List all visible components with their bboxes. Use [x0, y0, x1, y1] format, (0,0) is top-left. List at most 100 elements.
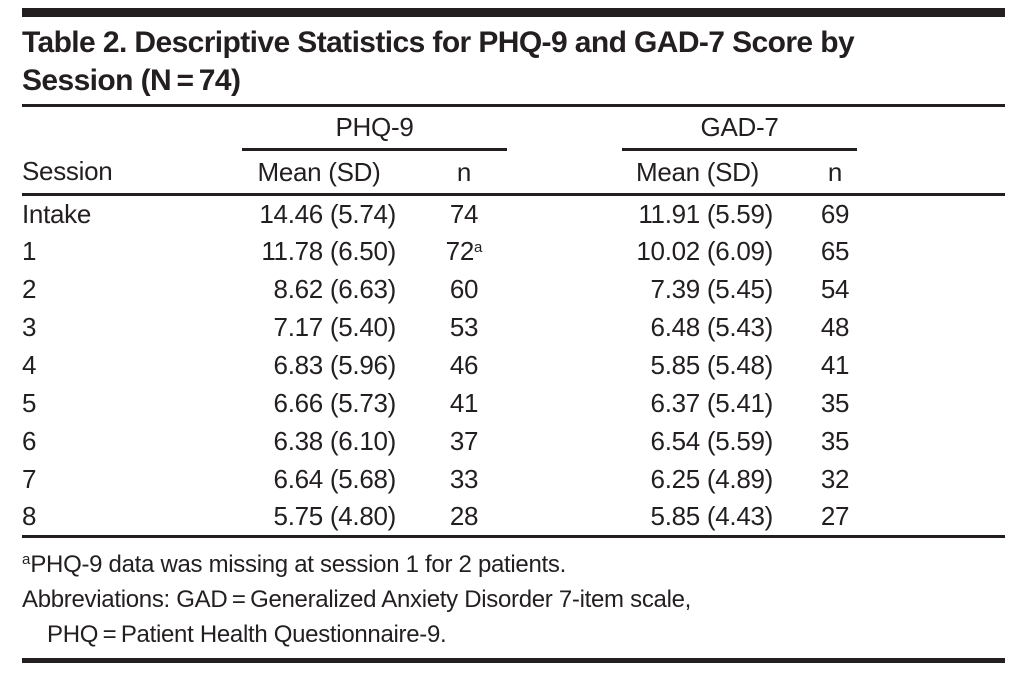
session-column-header: Session: [22, 149, 242, 196]
table-title-line1: Table 2. Descriptive Statistics for PHQ-…: [22, 26, 855, 59]
spacer-cell: [857, 233, 1005, 271]
phq-n-cell: 60: [449, 274, 479, 304]
gad-mean-sd-cell: 10.02 (6.09): [636, 236, 773, 266]
table-title-line2: Session (N = 74): [22, 64, 241, 97]
descriptive-statistics-table: PHQ-9 GAD-7 Session Mean (SD) n Mean (SD…: [22, 104, 1005, 538]
session-cell: 2: [22, 274, 37, 304]
gad-n-cell: 27: [820, 501, 850, 532]
spacer-cell: [507, 499, 622, 537]
footnote-a: aPHQ-9 data was missing at session 1 for…: [22, 547, 1005, 582]
session-cell: 5: [22, 388, 37, 418]
phq-n-cell: 41: [449, 388, 479, 418]
phq-n-cell: 46: [449, 350, 479, 380]
spacer-cell: [857, 195, 1005, 233]
footnote-abbreviations-line1: Abbreviations: GAD = Generalized Anxiety…: [22, 586, 692, 613]
table-row: 5 6.66 (5.73) 41 6.37 (5.41) 35: [22, 385, 1005, 423]
gad-mean-sd-cell: 6.54 (5.59): [650, 426, 774, 456]
gad-mean-sd-cell: 5.85 (4.43): [650, 501, 774, 532]
phq-mean-sd-cell: 11.78 (6.50): [261, 236, 396, 266]
phq-n-cell: 74: [449, 198, 479, 229]
spacer-cell: [507, 271, 622, 309]
table-row: 1 11.78 (6.50) 72a 10.02 (6.09) 65: [22, 233, 1005, 271]
spacer-cell: [507, 106, 622, 150]
phq-mean-sd-cell: 7.17 (5.40): [273, 312, 397, 342]
table-row: 4 6.83 (5.96) 46 5.85 (5.48) 41: [22, 347, 1005, 385]
session-cell: 4: [22, 350, 37, 380]
gad-mean-sd-cell: 6.37 (5.41): [650, 388, 774, 418]
table-row: 2 8.62 (6.63) 60 7.39 (5.45) 54: [22, 271, 1005, 309]
phq-n-cell: 33: [449, 464, 479, 494]
gad-mean-sd-cell: 6.25 (4.89): [650, 464, 774, 494]
gad-mean-sd-column-header: Mean (SD): [622, 149, 787, 196]
spacer-cell: [507, 347, 622, 385]
table-row: 8 5.75 (4.80) 28 5.85 (4.43) 27: [22, 499, 1005, 537]
gad-n-column-header: n: [787, 149, 857, 196]
gad-n-cell: 54: [820, 274, 850, 304]
spacer-cell: [507, 195, 622, 233]
spacer-cell: [857, 347, 1005, 385]
table-title: Table 2. Descriptive Statistics for PHQ-…: [22, 24, 1005, 100]
phq-n-column-header: n: [412, 149, 507, 196]
footnote-abbreviations-line2: PHQ = Patient Health Questionnaire-9.: [47, 621, 447, 648]
table-row: 6 6.38 (6.10) 37 6.54 (5.59) 35: [22, 423, 1005, 461]
gad-mean-sd-cell: 7.39 (5.45): [650, 274, 774, 304]
footnotes: aPHQ-9 data was missing at session 1 for…: [22, 547, 1005, 652]
gad-n-cell: 69: [820, 198, 850, 229]
column-header-row: Session Mean (SD) n Mean (SD) n: [22, 149, 1005, 196]
table-figure: Table 2. Descriptive Statistics for PHQ-…: [22, 8, 1005, 663]
session-cell: 6: [22, 426, 37, 456]
phq-mean-sd-cell: 6.38 (6.10): [273, 426, 397, 456]
spacer-cell: [857, 149, 1005, 196]
gad-n-cell: 65: [820, 236, 850, 266]
gad-n-cell: 41: [820, 350, 850, 380]
phq-mean-sd-cell: 6.66 (5.73): [273, 388, 397, 418]
footnote-a-text: PHQ-9 data was missing at session 1 for …: [30, 551, 566, 578]
group-header-row: PHQ-9 GAD-7: [22, 105, 1005, 151]
phq-mean-sd-cell: 8.62 (6.63): [273, 274, 397, 304]
phq-n-cell: 53: [449, 312, 479, 342]
spacer-cell: [507, 461, 622, 499]
spacer-cell: [857, 106, 1005, 150]
spacer-cell: [507, 233, 622, 271]
session-cell: 3: [22, 312, 37, 342]
gad-mean-sd-cell: 6.48 (5.43): [650, 312, 774, 342]
spacer-cell: [857, 271, 1005, 309]
phq-mean-sd-column-header: Mean (SD): [242, 149, 412, 196]
spacer-cell: [507, 385, 622, 423]
spacer-cell: [857, 461, 1005, 499]
session-cell: 8: [22, 501, 37, 532]
spacer-cell: [507, 423, 622, 461]
phq-mean-sd-cell: 6.83 (5.96): [273, 350, 397, 380]
phq-mean-sd-cell: 5.75 (4.80): [273, 501, 397, 532]
bottom-accent-bar: [22, 658, 1005, 663]
session-cell: Intake: [22, 198, 92, 229]
spacer-cell: [507, 309, 622, 347]
spacer-cell: [857, 385, 1005, 423]
footnote-a-marker: a: [22, 551, 31, 568]
spacer-cell: [857, 499, 1005, 537]
phq-mean-sd-cell: 6.64 (5.68): [273, 464, 397, 494]
table-row: 7 6.64 (5.68) 33 6.25 (4.89) 32: [22, 461, 1005, 499]
table-body: Intake 14.46 (5.74) 74 11.91 (5.59) 69 1 11.78…: [22, 195, 1005, 537]
gad-n-cell: 35: [820, 388, 850, 418]
phq-n-cell: 72a: [445, 236, 483, 266]
gad-mean-sd-cell: 5.85 (5.48): [650, 350, 774, 380]
session-cell: 7: [22, 464, 37, 494]
spacer-cell: [857, 309, 1005, 347]
spacer-cell: [22, 106, 242, 150]
gad-n-cell: 35: [820, 426, 850, 456]
gad-n-cell: 48: [820, 312, 850, 342]
table-row: Intake 14.46 (5.74) 74 11.91 (5.59) 69: [22, 195, 1005, 233]
top-accent-bar: [22, 8, 1005, 17]
gad7-group-header: GAD-7: [622, 105, 857, 151]
spacer-cell: [857, 423, 1005, 461]
table-row: 3 7.17 (5.40) 53 6.48 (5.43) 48: [22, 309, 1005, 347]
phq-n-cell: 37: [449, 426, 479, 456]
phq-mean-sd-cell: 14.46 (5.74): [259, 198, 396, 229]
gad-n-cell: 32: [820, 464, 850, 494]
spacer-cell: [507, 149, 622, 196]
phq-n-cell: 28: [449, 501, 479, 532]
gad-mean-sd-cell: 11.91 (5.59): [638, 198, 773, 229]
footnote-marker: a: [473, 239, 483, 256]
phq9-group-header: PHQ-9: [242, 105, 507, 151]
